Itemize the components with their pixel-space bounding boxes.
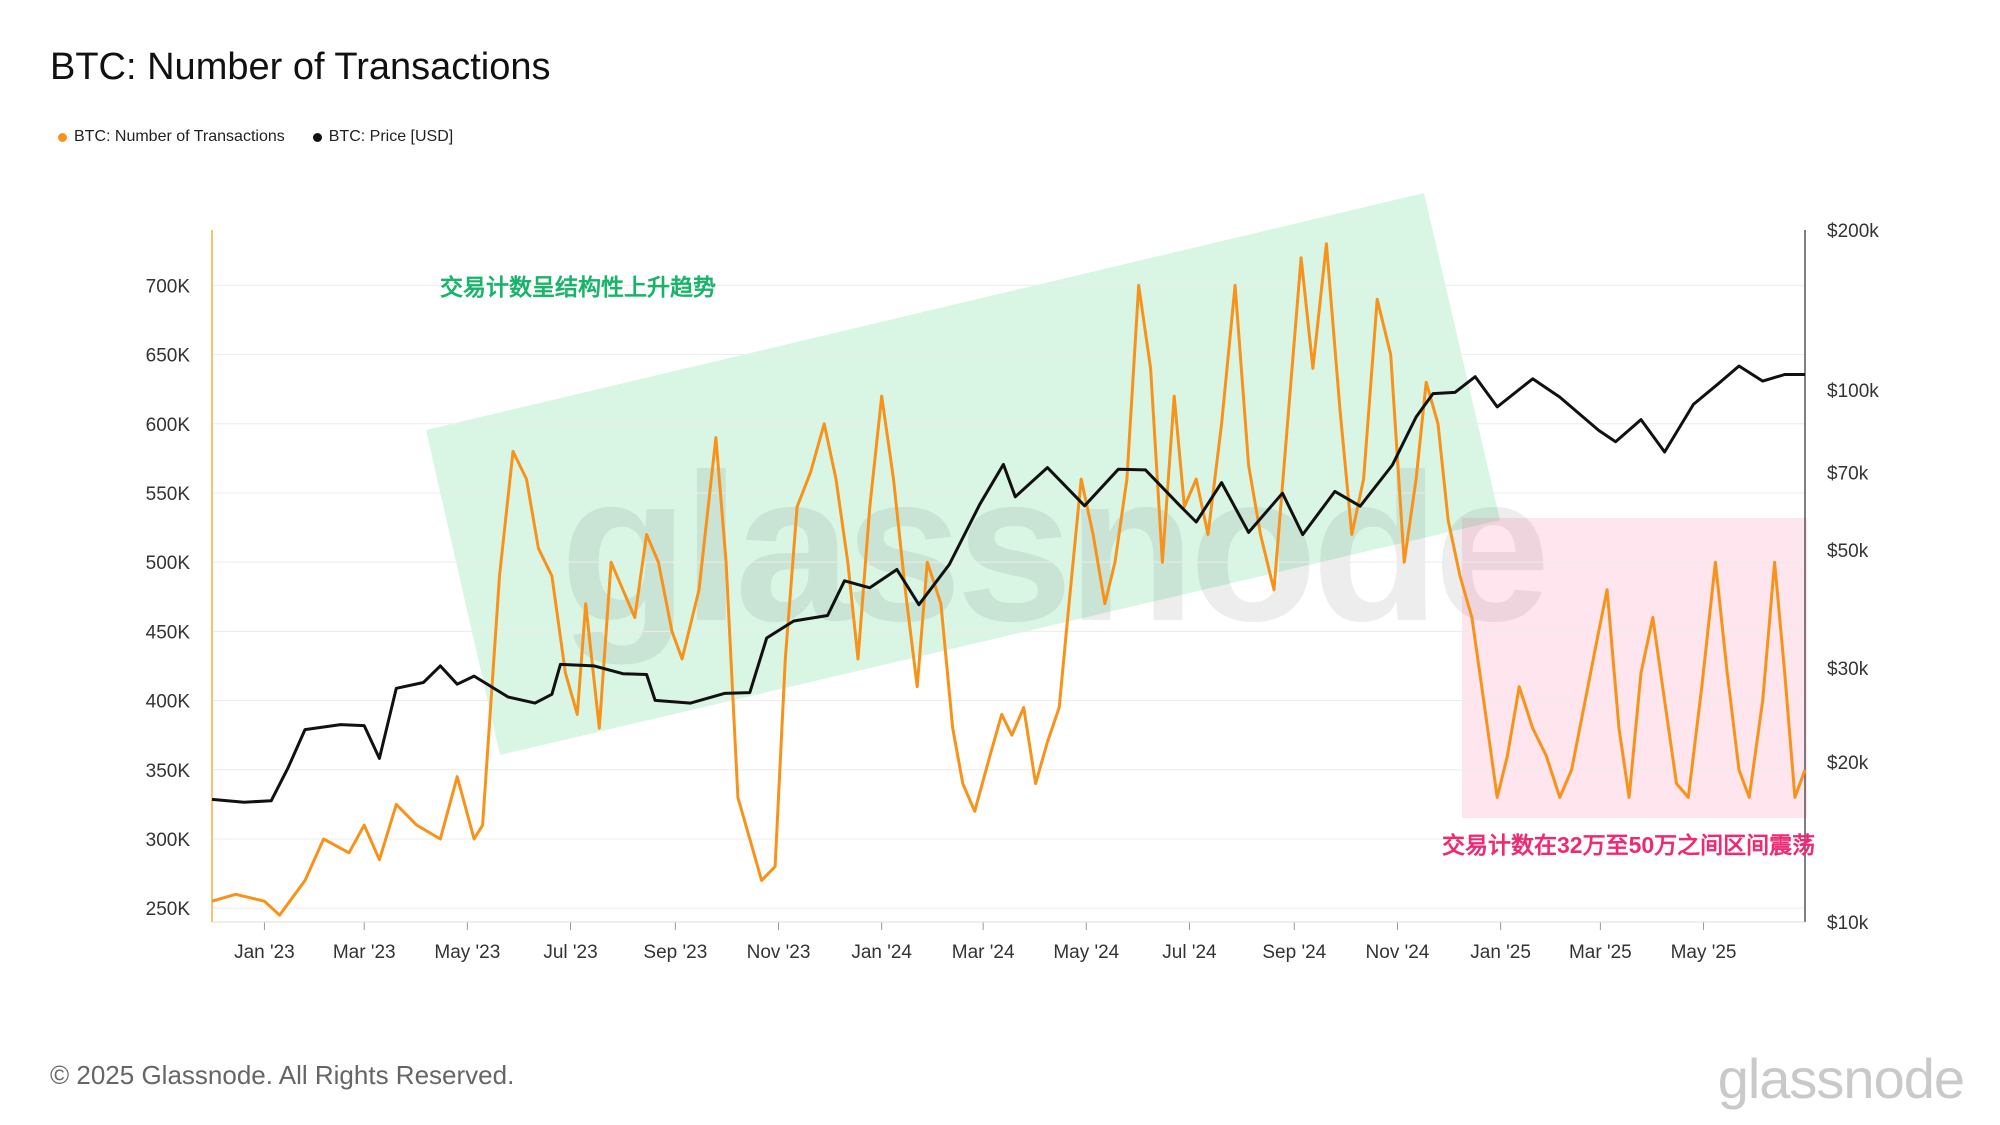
grid-lines — [212, 284, 1805, 909]
glassnode-logo: glassnode — [1717, 1047, 1965, 1110]
x-tick-label: Nov '24 — [1366, 942, 1430, 963]
x-tick-label: Jan '24 — [851, 942, 912, 963]
annotation-uptrend: 交易计数呈结构性上升趋势 — [440, 274, 716, 300]
x-tick-label: Jan '23 — [234, 942, 295, 963]
legend-label-transactions: BTC: Number of Transactions — [74, 128, 285, 145]
x-tick-label: Mar '24 — [952, 942, 1015, 963]
y-axis-right: $10k $20k $30k $50k $70k $100k $200k — [1827, 221, 1879, 934]
x-axis: Jan '23 Mar '23 May '23 Jul '23 Sep '23 Nov '… — [234, 922, 1737, 963]
y-right-tick-label: $200k — [1827, 221, 1879, 242]
series-line-price — [211, 364, 1805, 804]
x-tick-label: Jan '25 — [1470, 942, 1531, 963]
x-tick-label: Mar '23 — [333, 942, 396, 963]
x-tick-label: May '23 — [434, 942, 500, 963]
y-left-tick-label: 300K — [146, 830, 191, 851]
y-right-tick-label: $30k — [1827, 659, 1869, 680]
x-tick-label: Mar '25 — [1569, 942, 1632, 963]
x-tick-label: Sep '24 — [1262, 942, 1326, 963]
y-left-tick-label: 600K — [146, 415, 191, 436]
legend-dot-price — [312, 132, 322, 142]
x-tick-label: Jul '23 — [543, 942, 597, 963]
y-left-tick-label: 350K — [146, 761, 191, 782]
x-tick-label: May '25 — [1671, 942, 1737, 963]
y-left-tick-label: 450K — [146, 622, 191, 643]
legend-item-price[interactable]: BTC: Price [USD] — [312, 128, 454, 146]
annotation-range: 交易计数在32万至50万之间区间震荡 — [1442, 832, 1815, 858]
legend-label-price: BTC: Price [USD] — [328, 128, 454, 145]
x-tick-label: May '24 — [1053, 942, 1119, 963]
y-left-tick-label: 400K — [146, 692, 191, 713]
y-right-tick-label: $100k — [1827, 381, 1879, 402]
chart-title: BTC: Number of Transactions — [50, 46, 551, 88]
range-region — [1462, 518, 1807, 818]
series-line-transactions — [211, 242, 1807, 917]
x-tick-label: Nov '23 — [747, 942, 811, 963]
footer-copyright: © 2025 Glassnode. All Rights Reserved. — [50, 1060, 515, 1090]
y-right-tick-label: $10k — [1827, 913, 1869, 934]
legend-item-transactions[interactable]: BTC: Number of Transactions — [58, 128, 285, 146]
y-right-tick-label: $70k — [1827, 464, 1869, 485]
x-tick-label: Sep '23 — [643, 942, 707, 963]
y-left-tick-label: 500K — [146, 553, 191, 574]
legend-dot-transactions — [58, 132, 67, 142]
y-left-tick-label: 250K — [146, 899, 191, 920]
y-axis-left: 250K 300K 350K 400K 450K 500K 550K 600K 650K 700K — [146, 276, 191, 920]
y-right-tick-label: $20k — [1827, 753, 1869, 774]
y-left-tick-label: 650K — [146, 346, 191, 367]
y-left-tick-label: 700K — [146, 276, 191, 297]
legend: BTC: Number of Transactions BTC: Price [… — [58, 128, 453, 146]
y-left-tick-label: 550K — [146, 484, 191, 505]
x-tick-label: Jul '24 — [1162, 942, 1217, 963]
y-right-tick-label: $50k — [1827, 541, 1869, 562]
